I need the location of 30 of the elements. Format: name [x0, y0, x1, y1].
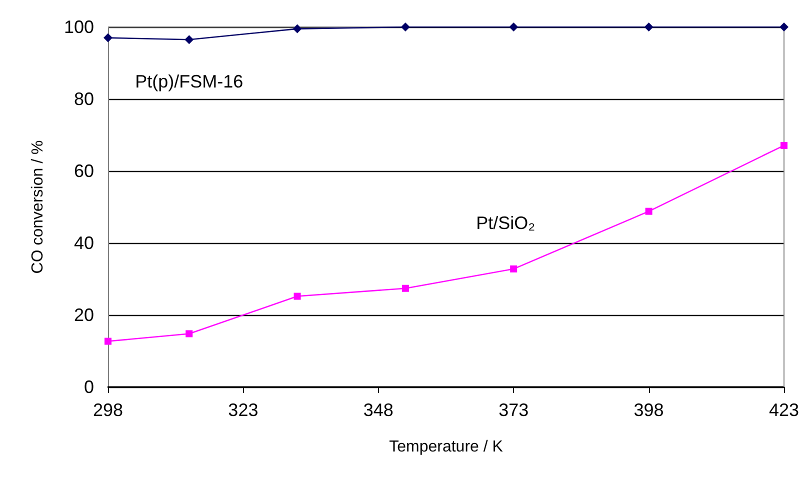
- point: [292, 24, 302, 34]
- y-axis-title: CO conversion / %: [30, 140, 46, 274]
- point: [294, 292, 301, 300]
- y-tick-label: 40: [74, 233, 94, 253]
- point: [400, 22, 410, 32]
- point: [780, 22, 788, 32]
- x-axis-title: Temperature / K: [389, 438, 504, 456]
- y-tick-label: 20: [74, 305, 94, 325]
- point: [104, 338, 112, 345]
- point: [184, 35, 194, 44]
- y-tick-label: 100: [64, 17, 94, 37]
- point: [402, 284, 409, 292]
- x-tick-label: 398: [634, 400, 664, 420]
- point: [645, 208, 652, 215]
- x-tick-label: 423: [768, 400, 800, 420]
- x-tick-label: 298: [92, 400, 124, 420]
- point: [509, 22, 518, 32]
- y-tick-label: 60: [74, 161, 94, 181]
- point: [510, 265, 518, 272]
- y-tick-label: 0: [84, 377, 94, 397]
- x-tick-label: 323: [228, 400, 258, 420]
- series-label: Pt/SiO₂: [476, 212, 536, 233]
- y-tick-label: 80: [74, 89, 94, 109]
- point: [186, 330, 193, 338]
- point: [644, 22, 654, 32]
- x-tick-label: 348: [363, 400, 394, 420]
- point: [780, 142, 788, 149]
- series-label: Pt(p)/FSM-16: [135, 72, 244, 92]
- x-tick-label: 373: [498, 400, 529, 420]
- point: [104, 33, 112, 42]
